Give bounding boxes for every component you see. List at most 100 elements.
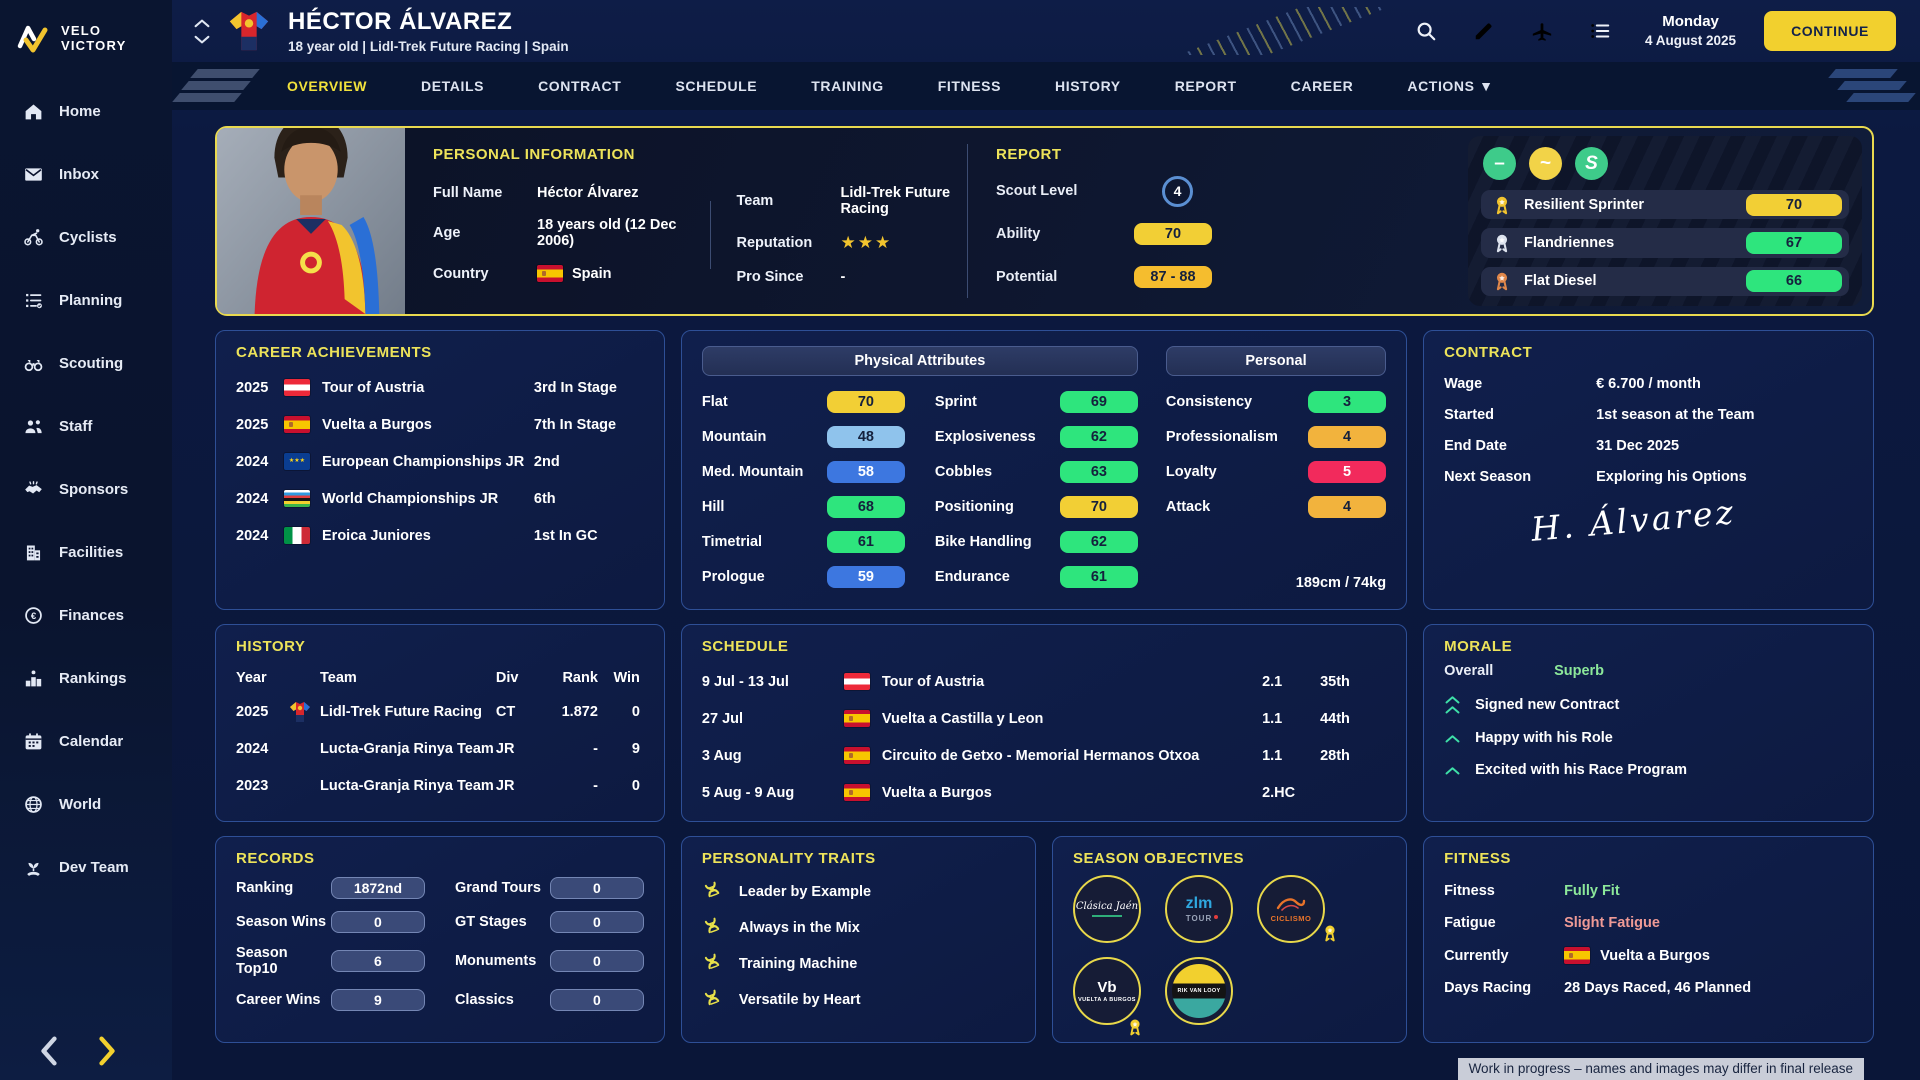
attribute-value-pill: 61 — [1059, 566, 1138, 588]
prev-player-chevron-up-icon[interactable] — [194, 18, 210, 28]
sidebar-item-planning[interactable]: Planning — [0, 269, 172, 332]
achievement-year: 2024 — [236, 453, 269, 470]
sidebar-item-scouting[interactable]: Scouting — [0, 332, 172, 395]
personal-information-title: PERSONAL INFORMATION — [433, 146, 635, 163]
specialty-row[interactable]: Flandriennes 67 — [1481, 228, 1849, 258]
race-logo-decor — [1091, 915, 1122, 917]
continue-button[interactable]: CONTINUE — [1764, 11, 1896, 51]
achievement-row[interactable]: 2024 World Championships JR 6th — [236, 480, 644, 517]
app-logo[interactable]: VELO VICTORY — [0, 12, 172, 80]
specialty-row[interactable]: Resilient Sprinter 70 — [1481, 190, 1849, 220]
tab-overview[interactable]: OVERVIEW — [260, 62, 394, 110]
velo-victory-logo-icon — [17, 25, 48, 53]
objective-race-rik-van-looy[interactable]: RIK VAN LOOY — [1164, 957, 1233, 1025]
objective-race-clasica-jaen[interactable]: Clásica Jaén — [1072, 875, 1141, 943]
schedule-row[interactable]: 9 Jul - 13 Jul Tour of Austria 2.1 35th — [702, 663, 1386, 700]
player-cycler — [194, 18, 210, 45]
next-player-chevron-down-icon[interactable] — [194, 35, 210, 45]
history-team: Lucta-Granja Rinya Team — [320, 740, 494, 757]
tab-history[interactable]: HISTORY — [1028, 62, 1148, 110]
specialty-value-pill: 67 — [1746, 231, 1842, 254]
achievement-row[interactable]: 2024 European Championships JR 2nd — [236, 443, 644, 480]
sidebar-item-inbox[interactable]: Inbox — [0, 143, 172, 206]
end-date-value: 31 Dec 2025 — [1596, 438, 1680, 454]
achievement-year: 2025 — [236, 416, 269, 433]
tab-training[interactable]: TRAINING — [784, 62, 910, 110]
sidebar-item-calendar[interactable]: Calendar — [0, 710, 172, 773]
sidebar-item-dev-team[interactable]: Dev Team — [0, 836, 172, 899]
achievement-row[interactable]: 2024 Eroica Juniores 1st In GC — [236, 517, 644, 554]
main-area: HÉCTOR ÁLVAREZ 18 year old | Lidl-Trek F… — [172, 0, 1920, 1080]
achievement-row[interactable]: 2025 Tour of Austria 3rd In Stage — [236, 369, 644, 406]
objective-race-zlm-tour[interactable]: zlm TOUR — [1164, 875, 1233, 943]
objective-race-vuelta-a-burgos[interactable]: Vb VUELTA A BURGOS — [1072, 957, 1141, 1025]
history-rank: 1.872 — [561, 703, 598, 720]
flag-icon — [843, 784, 870, 801]
attribute-label: Endurance — [934, 569, 1010, 585]
sidebar-item-cyclists[interactable]: Cyclists — [0, 206, 172, 269]
current-race-value: Vuelta a Burgos — [1600, 947, 1710, 964]
sidebar-item-finances[interactable]: Finances — [0, 584, 172, 647]
record-label: Ranking — [236, 880, 294, 896]
attribute-label: Med. Mountain — [701, 464, 804, 480]
player-name: HÉCTOR ÁLVAREZ — [288, 8, 513, 35]
achievement-row[interactable]: 2025 Vuelta a Burgos 7th In Stage — [236, 406, 644, 443]
tab-details[interactable]: DETAILS — [394, 62, 511, 110]
game-date: Monday 4 August 2025 — [1645, 12, 1736, 49]
objective-race-ciclismo[interactable]: CICLISMO — [1256, 875, 1325, 943]
attribute-value-pill: 62 — [1059, 426, 1138, 448]
attribute-label: Attack — [1165, 499, 1211, 515]
flag-icon — [843, 673, 870, 690]
field-label: Wage — [1444, 376, 1483, 392]
forward-arrow-icon[interactable] — [96, 1036, 118, 1066]
field-label: End Date — [1444, 438, 1507, 454]
field-label: Pro Since — [736, 269, 804, 285]
morale-item: Happy with his Role — [1444, 730, 1853, 746]
coin-icon — [23, 605, 44, 626]
attribute-label: Cobbles — [934, 464, 993, 480]
tab-actions-dropdown[interactable]: ACTIONS ▼ — [1380, 62, 1520, 110]
history-rank: - — [593, 777, 598, 794]
terrain-badge-icon[interactable]: – — [1483, 147, 1516, 180]
personal-info-right-column: Team Lidl-Trek Future Racing Reputation ★★… — [737, 185, 968, 285]
sidebar-item-staff[interactable]: Staff — [0, 395, 172, 458]
history-row[interactable]: 2024 Lucta-Granja Rinya Team JR - 9 — [236, 730, 644, 767]
back-arrow-icon[interactable] — [38, 1036, 60, 1066]
tab-fitness[interactable]: FITNESS — [911, 62, 1028, 110]
terrain-badge-icon[interactable]: S — [1575, 147, 1608, 180]
personality-traits-title: PERSONALITY TRAITS — [701, 850, 876, 867]
sidebar-item-rankings[interactable]: Rankings — [0, 647, 172, 710]
specialty-row[interactable]: Flat Diesel 66 — [1481, 266, 1849, 296]
travel-plane-icon[interactable] — [1531, 20, 1553, 42]
morale-up-double-icon — [1444, 695, 1462, 714]
history-row[interactable]: 2023 Lucta-Granja Rinya Team JR - 0 — [236, 767, 644, 804]
edit-pencil-icon[interactable] — [1473, 20, 1495, 42]
schedule-row[interactable]: 27 Jul Vuelta a Castilla y Leon 1.1 44th — [702, 700, 1386, 737]
tab-career[interactable]: CAREER — [1264, 62, 1381, 110]
schedule-row[interactable]: 5 Aug - 9 Aug Vuelta a Burgos 2.HC — [702, 774, 1386, 811]
schedule-row[interactable]: 3 Aug Circuito de Getxo - Memorial Herma… — [702, 737, 1386, 774]
achievement-year: 2024 — [236, 527, 269, 544]
record-label: Career Wins — [236, 992, 321, 1008]
sidebar-item-facilities[interactable]: Facilities — [0, 521, 172, 584]
sidebar-item-sponsors[interactable]: Sponsors — [0, 458, 172, 521]
tab-report[interactable]: REPORT — [1148, 62, 1264, 110]
scout-level-badge: 4 — [1162, 175, 1193, 207]
tab-contract[interactable]: CONTRACT — [511, 62, 648, 110]
attribute-value-pill: 62 — [1059, 531, 1138, 553]
history-row[interactable]: 2025 Lidl-Trek Future Racing CT 1.872 0 — [236, 693, 644, 730]
sidebar-item-home[interactable]: Home — [0, 80, 172, 143]
work-in-progress-notice: Work in progress – names and images may … — [1457, 1058, 1864, 1080]
sidebar-item-world[interactable]: World — [0, 773, 172, 836]
binoculars-icon — [23, 353, 44, 374]
search-icon[interactable] — [1415, 20, 1437, 42]
field-label: Reputation — [736, 235, 813, 251]
game-date-full: 4 August 2025 — [1645, 32, 1737, 48]
personal-information-section: PERSONAL INFORMATION Full Name Héctor Álv… — [405, 128, 967, 314]
history-year: 2025 — [236, 703, 269, 720]
task-list-icon[interactable] — [1589, 20, 1611, 42]
terrain-badge-icon[interactable]: ~ — [1529, 147, 1562, 180]
nav-decor-slash — [1828, 69, 1898, 78]
tab-schedule[interactable]: SCHEDULE — [648, 62, 784, 110]
trait-label: Always in the Mix — [738, 920, 860, 936]
